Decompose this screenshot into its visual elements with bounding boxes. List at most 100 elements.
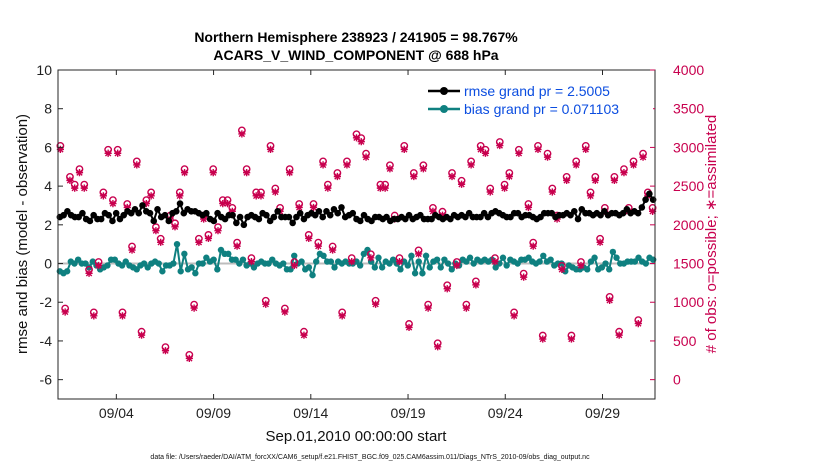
obs-count-marker [94,258,103,270]
assimilated-obs-asterisk [477,145,485,154]
rmse-point [79,209,86,217]
left-y-axis-ticks: 10 8 6 4 2 0 -2 -4 -6 [36,62,63,388]
bias-point [584,266,591,273]
left-y-tick-label: -6 [40,372,53,388]
rmse-point [165,217,173,225]
assimilated-obs-asterisk [481,149,490,157]
right-y-tick-label: 500 [673,333,697,349]
bias-point [404,262,411,269]
assimilated-obs-asterisk [381,184,389,192]
obs-count-marker [371,296,380,308]
assimilated-obs-asterisk [228,207,236,215]
obs-count-marker [424,300,433,312]
assimilated-obs-asterisk [649,207,657,215]
rmse-point [338,204,345,211]
assimilated-obs-asterisk [543,153,552,161]
bias-point [408,252,415,259]
obs-count-marker [280,304,289,316]
bias-point [448,266,455,273]
obs-count-marker [557,261,566,273]
obs-count-marker [567,331,576,343]
assimilated-obs-asterisk [362,153,370,161]
obs-count-marker [438,207,447,219]
bias-point [371,264,379,271]
assimilated-obs-asterisk [338,312,346,320]
assimilated-obs-asterisk [219,200,227,208]
left-y-tick-label: 10 [36,62,52,78]
obs-count-marker [228,203,237,215]
bias-point [177,268,184,275]
obs-count-marker [581,142,590,154]
assimilated-obs-asterisk [500,184,509,192]
assimilated-obs-asterisk [457,180,466,188]
obs-count-marker [142,196,151,208]
obs-count-marker [66,172,74,184]
assimilated-obs-asterisk [61,308,69,316]
obs-count-marker [400,142,409,154]
rmse-point [139,202,146,209]
left-y-tick-label: 2 [44,217,52,233]
obs-count-marker [476,142,485,154]
obs-count-marker [448,169,456,181]
assimilated-obs-asterisk [71,184,79,192]
assimilated-obs-asterisk [114,149,122,157]
bias-point [411,270,419,277]
rmse-point [263,211,270,219]
rmse-point [154,206,161,213]
obs-count-marker [620,165,628,177]
assimilated-obs-asterisk [414,250,423,258]
obs-count-marker [471,277,480,289]
obs-count-marker [386,161,394,173]
obs-count-marker [89,308,98,320]
obs-count-marker [347,254,356,266]
assimilated-obs-asterisk [620,169,628,177]
obs-count-marker [519,269,528,281]
assimilated-obs-asterisk [510,312,518,320]
bias-point [291,252,298,259]
right-y-tick-label: 2000 [673,217,704,233]
assimilated-obs-asterisk [520,273,528,281]
bias-point [591,254,598,261]
obs-count-marker [328,242,337,254]
obs-count-marker [209,165,218,177]
assimilated-obs-asterisk [233,242,241,250]
obs-count-marker [319,157,327,169]
obs-count-marker [290,258,299,270]
bias-point [239,256,247,263]
obs-count-marker [261,296,270,308]
assimilated-obs-asterisk [453,261,461,270]
assimilated-obs-asterisk [223,200,232,208]
assimilated-obs-asterisk [104,149,112,157]
right-y-tick-label: 3500 [673,101,704,117]
rmse-point [349,209,357,217]
assimilated-obs-asterisk [434,343,442,351]
assimilated-obs-asterisk [329,246,337,254]
assimilated-obs-asterisk [610,176,619,184]
assimilated-obs-asterisk [123,203,131,212]
obs-count-marker [629,157,638,169]
assimilated-obs-asterisk [606,296,614,304]
bias-point [210,256,217,263]
assimilated-obs-asterisk [281,308,289,316]
rmse-point [289,219,296,227]
assimilated-obs-asterisk [376,184,384,192]
assimilated-obs-asterisk [563,176,571,184]
left-y-tick-label: 6 [44,139,52,155]
left-y-tick-label: -4 [40,333,53,349]
assimilated-obs-asterisk [305,234,313,243]
assimilated-obs-asterisk [486,188,494,196]
assimilated-obs-asterisk [128,246,136,254]
obs-count-marker [304,231,313,243]
obs-count-marker [577,258,585,270]
assimilated-obs-asterisk [582,145,590,154]
obs-count-marker [242,165,251,177]
bias-point [298,258,305,265]
obs-count-marker [610,172,619,184]
bias-point [331,264,338,271]
assimilated-obs-asterisk [343,161,351,169]
bias-point [159,268,166,275]
bias-point [305,264,313,271]
assimilated-obs-asterisk [118,312,127,320]
bias-point [309,271,316,279]
obs-count-marker [147,188,156,200]
